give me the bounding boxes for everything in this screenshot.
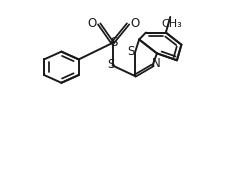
Text: N: N [151,57,160,70]
Text: O: O [88,17,97,30]
Text: S: S [110,36,117,49]
Text: S: S [128,45,135,58]
Text: O: O [130,17,139,30]
Text: CH₃: CH₃ [161,19,182,29]
Text: S: S [108,58,115,71]
